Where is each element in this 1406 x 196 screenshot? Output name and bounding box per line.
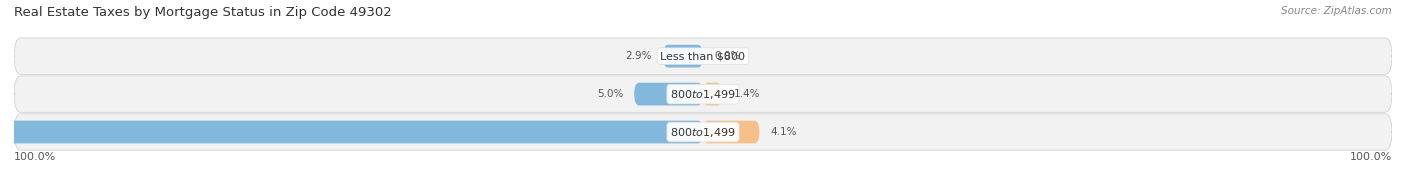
FancyBboxPatch shape: [14, 38, 1392, 74]
Text: Source: ZipAtlas.com: Source: ZipAtlas.com: [1281, 6, 1392, 16]
FancyBboxPatch shape: [14, 114, 1392, 150]
Text: $800 to $1,499: $800 to $1,499: [671, 88, 735, 101]
Text: 5.0%: 5.0%: [596, 89, 623, 99]
Text: Real Estate Taxes by Mortgage Status in Zip Code 49302: Real Estate Taxes by Mortgage Status in …: [14, 6, 392, 19]
Text: 100.0%: 100.0%: [1350, 152, 1392, 162]
FancyBboxPatch shape: [703, 121, 759, 143]
FancyBboxPatch shape: [664, 45, 703, 68]
Text: $800 to $1,499: $800 to $1,499: [671, 125, 735, 139]
FancyBboxPatch shape: [0, 121, 703, 143]
FancyBboxPatch shape: [703, 83, 723, 105]
Text: 4.1%: 4.1%: [770, 127, 797, 137]
FancyBboxPatch shape: [14, 76, 1392, 112]
Text: 0.0%: 0.0%: [714, 51, 741, 61]
Text: 1.4%: 1.4%: [734, 89, 759, 99]
Text: 2.9%: 2.9%: [626, 51, 652, 61]
Text: Less than $800: Less than $800: [661, 51, 745, 61]
FancyBboxPatch shape: [634, 83, 703, 105]
Text: 100.0%: 100.0%: [14, 152, 56, 162]
